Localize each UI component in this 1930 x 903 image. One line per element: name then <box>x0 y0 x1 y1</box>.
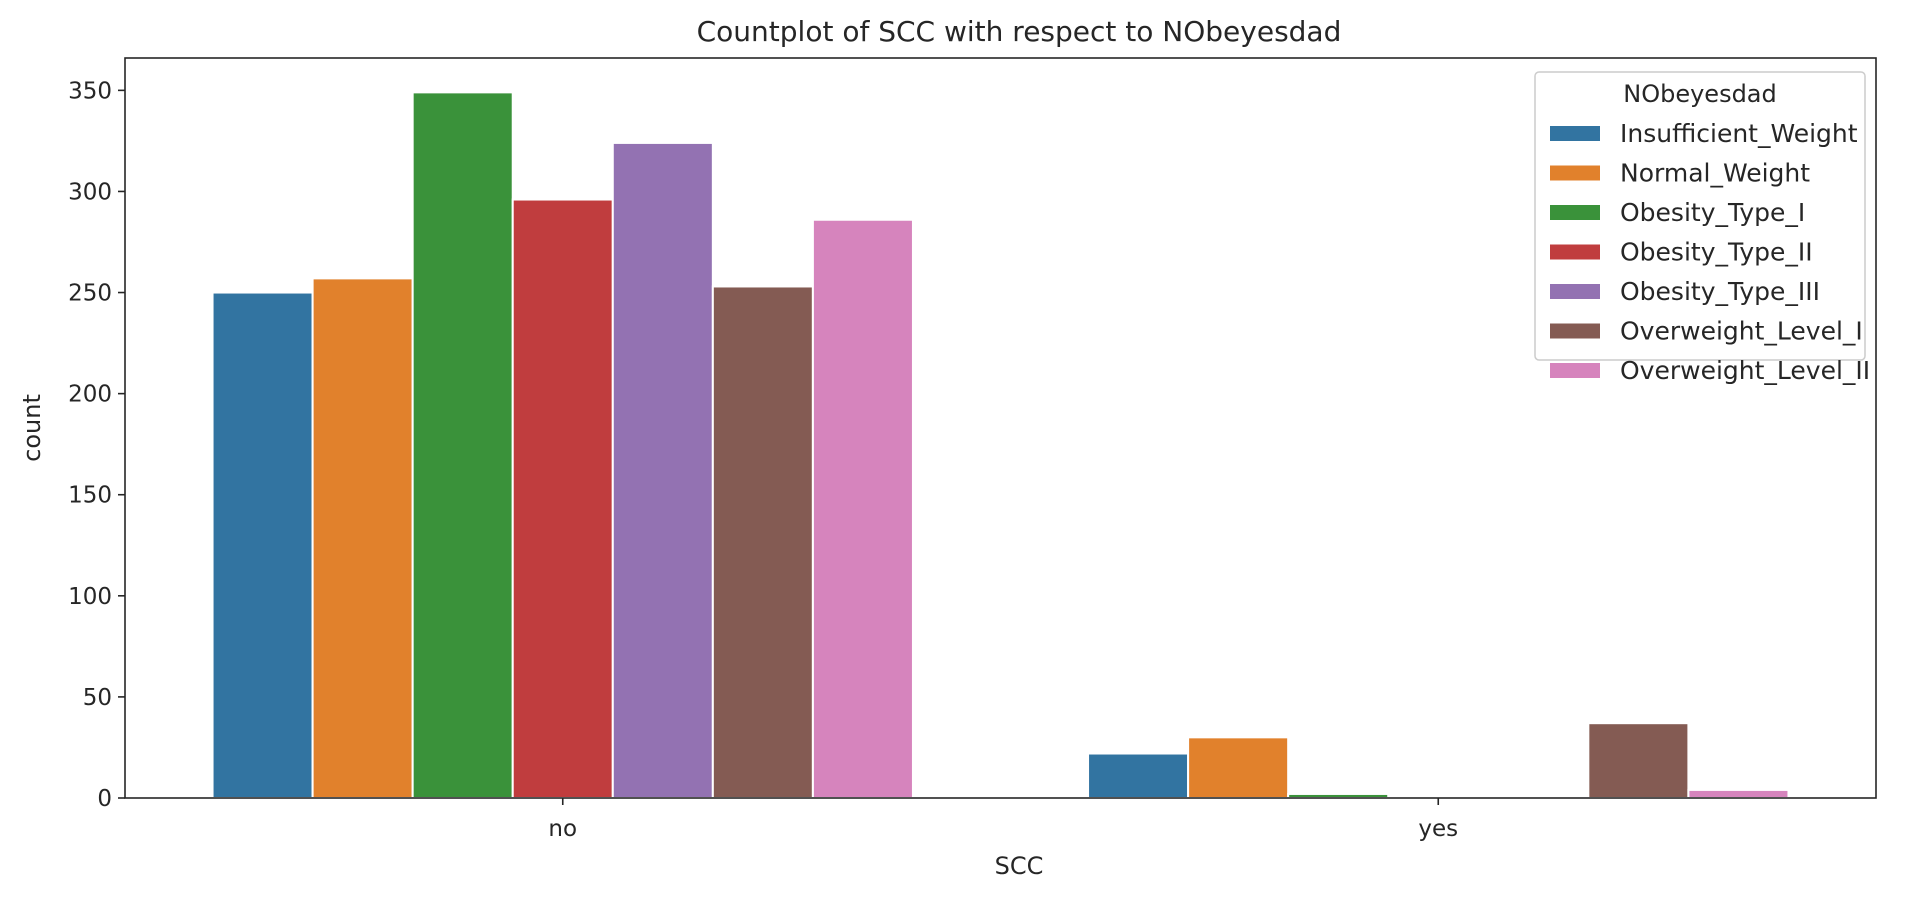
legend-swatch-normal-weight <box>1550 165 1600 181</box>
bar-insufficient-weight-no <box>211 291 314 799</box>
bar-overweight-level-ii-no <box>811 218 914 799</box>
y-tick-label: 200 <box>68 382 112 408</box>
y-axis-label: count <box>18 394 46 462</box>
legend-label-obesity-type-i: Obesity_Type_I <box>1620 198 1805 227</box>
legend-swatch-obesity-type-iii <box>1550 284 1600 299</box>
legend: NObeyesdad Insufficient_Weight Normal_Wei… <box>1534 71 1870 385</box>
legend-label-obesity-type-ii: Obesity_Type_II <box>1620 238 1813 267</box>
legend-swatch-insufficient-weight <box>1550 126 1600 141</box>
legend-swatch-overweight-level-i <box>1550 323 1600 339</box>
y-tick-label: 350 <box>68 78 112 104</box>
legend-items: Insufficient_Weight Normal_Weight Obesity_… <box>1550 119 1870 385</box>
y-tick-label: 150 <box>68 483 112 509</box>
bar-obesity-type-iii-no <box>611 141 714 799</box>
x-axis: no yes <box>548 798 1458 842</box>
chart-title: Countplot of SCC with respect to NObeyes… <box>697 15 1342 48</box>
bar-overweight-level-ii-yes <box>1687 788 1790 800</box>
x-tick-label: no <box>548 816 577 842</box>
bar-normal-weight-no <box>311 277 414 799</box>
legend-label-overweight-level-i: Overweight_Level_I <box>1620 317 1863 346</box>
y-tick-label: 50 <box>83 685 112 711</box>
bar-overweight-level-i-no <box>711 285 814 799</box>
legend-frame <box>1534 71 1866 361</box>
y-tick-label: 100 <box>68 584 112 610</box>
y-tick-label: 0 <box>97 786 112 812</box>
legend-swatch-overweight-level-ii <box>1550 363 1600 378</box>
bar-obesity-type-i-no <box>411 91 514 799</box>
legend-title: NObeyesdad <box>1623 80 1777 108</box>
legend-swatch-obesity-type-i <box>1550 205 1600 220</box>
legend-label-obesity-type-iii: Obesity_Type_III <box>1620 277 1820 306</box>
y-axis: 0 50 100 150 200 250 300 350 <box>68 78 125 812</box>
bar-insufficient-weight-yes <box>1087 752 1190 799</box>
x-axis-label: SCC <box>995 852 1044 880</box>
plot-frame <box>124 57 1877 799</box>
legend-swatch-obesity-type-ii <box>1550 244 1600 260</box>
bars-group <box>211 91 1790 800</box>
x-tick-label: yes <box>1418 816 1458 842</box>
bar-overweight-level-i-yes <box>1587 722 1690 800</box>
legend-label-normal-weight: Normal_Weight <box>1620 159 1810 188</box>
legend-label-insufficient-weight: Insufficient_Weight <box>1620 119 1858 148</box>
y-tick-label: 250 <box>68 281 112 307</box>
y-tick-label: 300 <box>68 179 112 205</box>
bar-obesity-type-ii-no <box>511 198 614 800</box>
bar-normal-weight-yes <box>1187 736 1290 799</box>
legend-label-overweight-level-ii: Overweight_Level_II <box>1620 356 1870 385</box>
